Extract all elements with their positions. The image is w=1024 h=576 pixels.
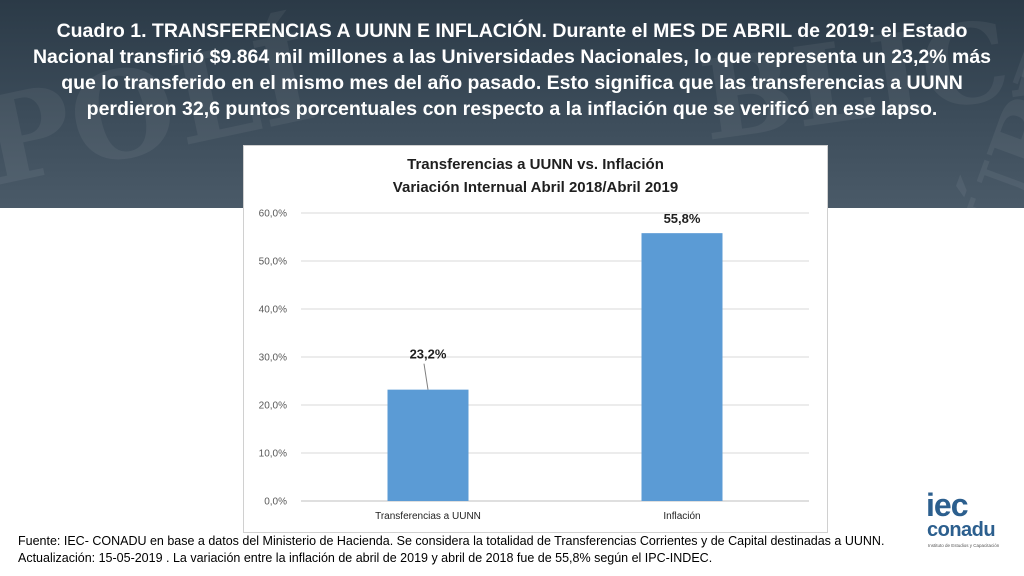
bar: [387, 389, 469, 501]
data-label-leader: [423, 363, 429, 390]
logo-tagline: Instituto de Estudios y Capacitación: [928, 543, 1000, 548]
data-label: 23,2%: [410, 347, 447, 362]
headline: Cuadro 1. TRANSFERENCIAS A UUNN E INFLAC…: [32, 20, 992, 120]
chart-title: Transferencias a UUNN vs. Inflación: [407, 156, 664, 173]
x-category-label: Inflación: [663, 511, 700, 522]
y-tick-label: 40,0%: [259, 305, 287, 316]
data-label: 55,8%: [664, 211, 701, 226]
y-tick-label: 30,0%: [259, 353, 287, 364]
chart-subtitle: Variación Internual Abril 2018/Abril 201…: [393, 179, 678, 196]
y-tick-label: 60,0%: [259, 209, 287, 220]
logo-iec-text: iec: [926, 487, 968, 523]
y-tick-label: 20,0%: [259, 401, 287, 412]
y-tick-label: 10,0%: [259, 449, 287, 460]
logo-conadu-text: conadu: [927, 519, 996, 541]
iec-conadu-logo: iec conadu Instituto de Estudios y Capac…: [926, 487, 1010, 553]
bar: [641, 233, 723, 501]
bar-chart: Transferencias a UUNN vs. Inflación Vari…: [259, 156, 809, 522]
source-note: Fuente: IEC- CONADU en base a datos del …: [18, 534, 885, 565]
y-tick-label: 0,0%: [264, 497, 287, 508]
chart-panel: Transferencias a UUNN vs. Inflación Vari…: [243, 145, 828, 533]
y-tick-label: 50,0%: [259, 257, 287, 268]
x-category-label: Transferencias a UUNN: [375, 511, 481, 522]
